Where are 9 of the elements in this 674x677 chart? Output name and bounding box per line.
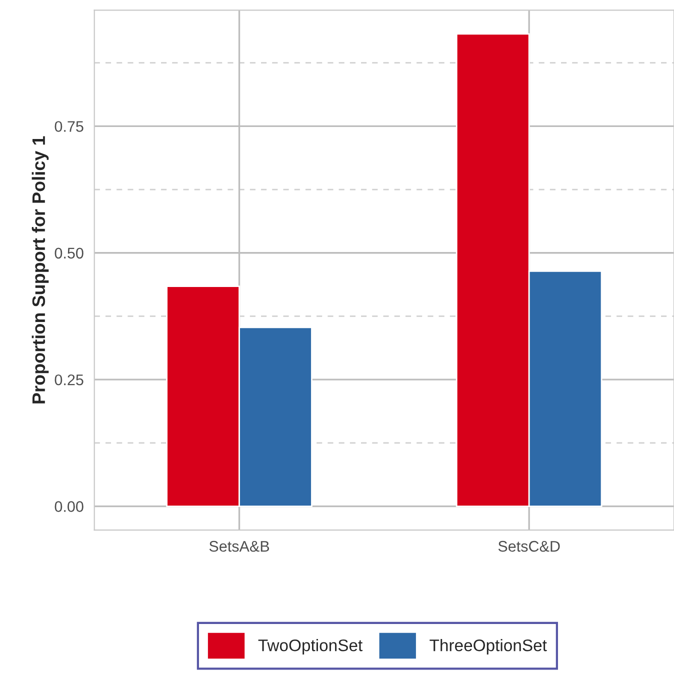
y-tick-label: 0.00 bbox=[54, 501, 84, 512]
x-tick-label: SetsA&B bbox=[209, 540, 270, 552]
y-tick-label: 0.75 bbox=[54, 121, 84, 132]
x-tick-label: SetsC&D bbox=[498, 540, 560, 552]
y-tick-label: 0.25 bbox=[54, 374, 84, 386]
y-axis-title: Proportion Support for Policy 1 bbox=[32, 136, 49, 404]
y-tick-label: 0.50 bbox=[54, 248, 84, 259]
legend-label: ThreeOptionSet bbox=[430, 639, 547, 655]
legend-label: TwoOptionSet bbox=[258, 639, 363, 655]
